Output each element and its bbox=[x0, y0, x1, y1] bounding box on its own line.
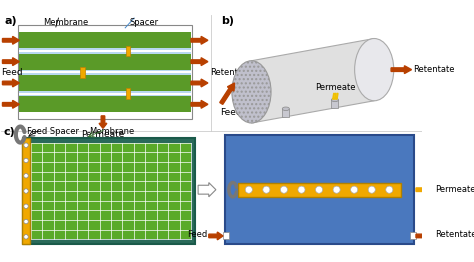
Bar bbox=[81, 67, 85, 78]
FancyArrow shape bbox=[2, 79, 19, 87]
Ellipse shape bbox=[355, 39, 394, 101]
Text: Spacer: Spacer bbox=[130, 18, 159, 27]
Bar bbox=[126, 88, 130, 99]
FancyArrow shape bbox=[2, 58, 19, 66]
FancyArrow shape bbox=[209, 232, 223, 240]
Ellipse shape bbox=[245, 186, 252, 193]
Ellipse shape bbox=[331, 98, 338, 102]
Bar bbox=[223, 232, 229, 239]
Bar bbox=[19, 48, 191, 50]
Text: c): c) bbox=[3, 127, 15, 138]
FancyArrow shape bbox=[220, 83, 235, 104]
Ellipse shape bbox=[24, 189, 28, 193]
Ellipse shape bbox=[316, 186, 323, 193]
Text: Membrane: Membrane bbox=[44, 18, 89, 27]
FancyArrow shape bbox=[191, 79, 208, 87]
Bar bbox=[18, 25, 192, 119]
Ellipse shape bbox=[351, 186, 358, 193]
Ellipse shape bbox=[24, 204, 28, 209]
Ellipse shape bbox=[24, 219, 28, 224]
Polygon shape bbox=[252, 39, 374, 123]
Bar bbox=[410, 232, 416, 239]
Bar bbox=[19, 75, 191, 91]
Text: Feed Spacer: Feed Spacer bbox=[27, 127, 79, 137]
Bar bbox=[225, 135, 414, 244]
Text: Membrane: Membrane bbox=[90, 127, 135, 137]
Ellipse shape bbox=[281, 186, 288, 193]
Bar bbox=[19, 91, 191, 93]
Bar bbox=[19, 95, 191, 96]
Ellipse shape bbox=[24, 173, 28, 178]
Ellipse shape bbox=[283, 107, 290, 111]
Text: Feed: Feed bbox=[1, 68, 23, 77]
Text: Retentate: Retentate bbox=[413, 65, 455, 74]
Bar bbox=[19, 54, 191, 70]
Text: Feed: Feed bbox=[187, 230, 207, 239]
FancyArrow shape bbox=[2, 36, 19, 44]
FancyArrow shape bbox=[391, 66, 411, 74]
Text: Permeate: Permeate bbox=[435, 185, 474, 194]
Bar bbox=[31, 143, 191, 239]
FancyArrow shape bbox=[416, 186, 434, 194]
Text: b): b) bbox=[221, 16, 234, 26]
Ellipse shape bbox=[263, 186, 270, 193]
Bar bbox=[19, 96, 191, 112]
Bar bbox=[331, 100, 338, 108]
Text: Retentate: Retentate bbox=[435, 230, 474, 239]
Ellipse shape bbox=[333, 186, 340, 193]
Ellipse shape bbox=[24, 158, 28, 163]
FancyArrow shape bbox=[198, 183, 216, 197]
FancyArrow shape bbox=[191, 58, 208, 66]
Bar bbox=[283, 109, 290, 117]
Ellipse shape bbox=[368, 186, 375, 193]
Text: Feed: Feed bbox=[220, 108, 242, 117]
Ellipse shape bbox=[298, 186, 305, 193]
Ellipse shape bbox=[24, 143, 28, 148]
Bar bbox=[23, 138, 194, 244]
FancyArrow shape bbox=[2, 100, 19, 108]
Bar bbox=[19, 52, 191, 54]
FancyArrow shape bbox=[99, 116, 107, 128]
Ellipse shape bbox=[24, 234, 28, 239]
Bar bbox=[19, 50, 191, 52]
Bar bbox=[22, 138, 30, 244]
FancyArrow shape bbox=[191, 100, 208, 108]
Ellipse shape bbox=[232, 61, 271, 123]
Bar bbox=[126, 46, 130, 56]
Text: a): a) bbox=[4, 16, 17, 26]
Bar bbox=[238, 183, 401, 197]
FancyArrow shape bbox=[191, 36, 208, 44]
Ellipse shape bbox=[386, 186, 393, 193]
Text: Permeate: Permeate bbox=[315, 83, 355, 92]
FancyArrow shape bbox=[416, 232, 432, 240]
Bar bbox=[19, 32, 191, 48]
Text: Retentate: Retentate bbox=[210, 68, 251, 77]
Bar bbox=[19, 93, 191, 95]
Bar bbox=[19, 73, 191, 75]
Bar bbox=[19, 70, 191, 72]
Bar bbox=[19, 72, 191, 73]
Text: Permeate: Permeate bbox=[81, 130, 125, 139]
